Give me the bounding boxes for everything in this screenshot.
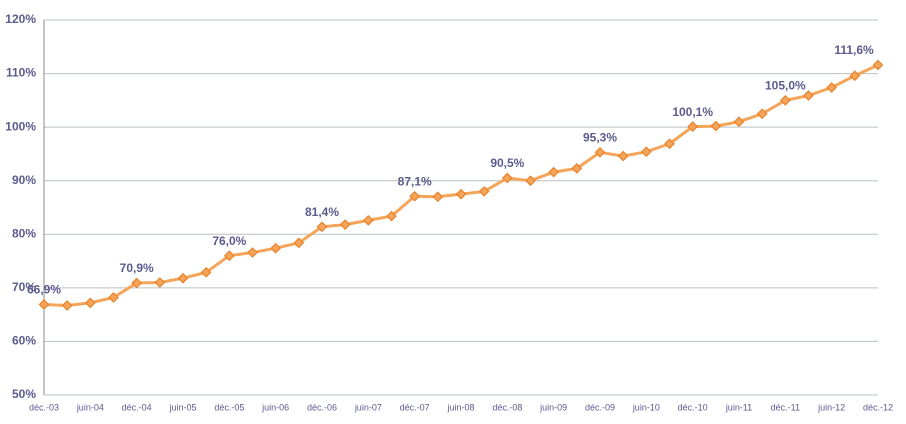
x-tick-label: déc.-04 (122, 402, 152, 412)
marker (664, 138, 675, 150)
marker (640, 146, 652, 158)
y-tick-label: 100% (5, 119, 36, 133)
marker (200, 266, 212, 278)
marker (108, 292, 119, 303)
marker (154, 277, 166, 288)
x-tick-label: juin-08 (446, 402, 474, 412)
marker (571, 163, 583, 174)
marker (293, 237, 305, 249)
y-tick-label: 110% (6, 66, 36, 80)
x-tick-label: juin-06 (261, 402, 289, 412)
y-tick-label: 50% (12, 387, 36, 401)
x-tick-label: juin-12 (817, 402, 845, 412)
line (43, 63, 879, 308)
marker (548, 166, 560, 178)
x-tick-label: déc.-03 (29, 402, 59, 412)
value-label: 111,6% (834, 43, 874, 57)
y-tick-label: 120% (5, 12, 36, 26)
x-tick-label: juin-07 (354, 402, 382, 412)
x-tick-label: déc.-08 (492, 402, 522, 412)
y-tick-label: 70% (12, 280, 36, 294)
marker (362, 215, 374, 226)
x-tick-label: juin-04 (76, 402, 104, 412)
marker (409, 190, 421, 202)
x-tick-label: déc.-06 (307, 402, 337, 412)
value-label: 105,0% (765, 79, 806, 93)
marker (386, 210, 397, 222)
marker (177, 272, 189, 284)
value-label: 95,3% (583, 130, 617, 144)
marker (339, 219, 351, 230)
marker (617, 150, 629, 162)
value-label: 70,9% (120, 261, 154, 275)
marker (687, 121, 699, 132)
marker (84, 297, 96, 309)
marker (733, 116, 745, 128)
x-tick-label: déc.-07 (400, 402, 430, 412)
marker (455, 188, 467, 200)
marker (501, 172, 513, 184)
x-tick-label: déc.-05 (214, 402, 244, 412)
y-tick-label: 90% (12, 173, 36, 187)
marker (432, 191, 444, 203)
y-tick-label: 60% (12, 334, 36, 348)
x-tick-label: déc.-11 (771, 402, 800, 412)
x-tick-label: juin-05 (168, 402, 196, 412)
marker (849, 70, 861, 82)
x-tick-label: juin-09 (539, 402, 567, 412)
y-tick-label: 80% (12, 226, 36, 240)
marker (594, 146, 606, 158)
value-label: 81,4% (305, 205, 339, 219)
marker (270, 242, 282, 254)
marker (803, 90, 814, 101)
x-tick-label: juin-11 (725, 402, 752, 412)
value-label: 90,5% (490, 156, 524, 170)
marker (316, 221, 328, 233)
x-tick-label: déc.-10 (678, 402, 708, 412)
marker (478, 186, 490, 197)
x-tick-label: juin-10 (632, 402, 660, 412)
x-tick-label: déc.-09 (585, 402, 615, 412)
value-label: 66,9% (27, 283, 61, 297)
marker (223, 250, 235, 262)
marker (710, 120, 722, 132)
marker (247, 247, 258, 258)
value-label: 76,0% (212, 234, 246, 248)
marker (826, 82, 838, 93)
marker (61, 300, 73, 311)
marker (872, 59, 884, 71)
value-label: 100,1% (672, 105, 713, 119)
marker (131, 277, 143, 289)
value-label: 87,1% (398, 174, 432, 188)
marker (779, 95, 791, 106)
marker (525, 175, 536, 187)
marker (756, 108, 768, 120)
x-tick-label: déc.-12 (863, 402, 893, 412)
marker (38, 299, 50, 310)
